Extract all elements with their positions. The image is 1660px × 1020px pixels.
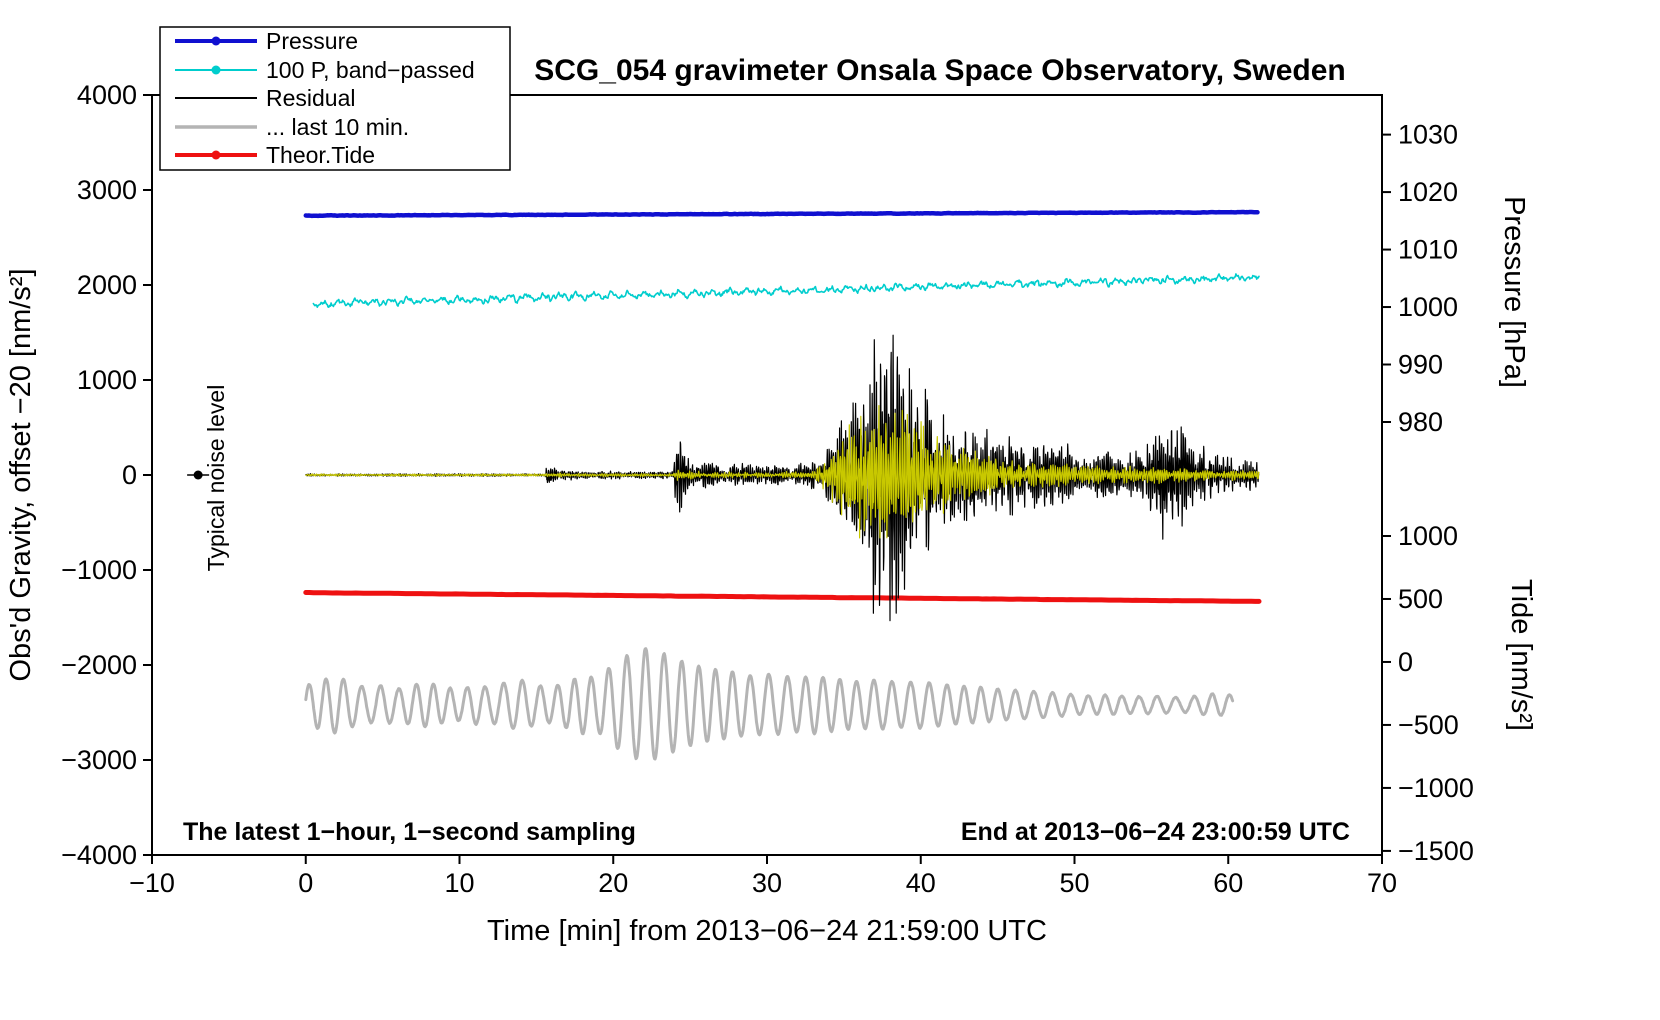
tide-axis-tick-label: −1000 [1398, 773, 1474, 803]
pressure-axis-tick-label: 1010 [1398, 235, 1458, 265]
x-axis-tick-label: 50 [1059, 868, 1089, 898]
pressure-axis-tick-label: 1030 [1398, 120, 1458, 150]
legend-item-label: ... last 10 min. [266, 114, 409, 140]
y-axis-tick-label: −4000 [61, 840, 137, 870]
x-axis-tick-label: 30 [752, 868, 782, 898]
y-axis-tick-label: 4000 [77, 80, 137, 110]
tide-axis-tick-label: 0 [1398, 647, 1413, 677]
y-axis-tick-label: −2000 [61, 650, 137, 680]
noise-dot [193, 470, 203, 480]
series-last10-line [304, 647, 1235, 761]
x-axis-tick-label: 10 [444, 868, 474, 898]
pressure-axis-tick-label: 1020 [1398, 177, 1458, 207]
tide-axis-tick-label: −1500 [1398, 836, 1474, 866]
typical-noise-marker [187, 470, 210, 480]
legend-item-label: Residual [266, 85, 356, 111]
series-pressure-line [303, 209, 1260, 219]
legend-item-100-p-band-passed: 100 P, band−passed [175, 57, 475, 83]
legend-item-residual: Residual [175, 85, 356, 111]
y-axis-label-gravity: Obs'd Gravity, offset −20 [nm/s²] [5, 268, 37, 681]
y-axis-tick-label: −1000 [61, 555, 137, 585]
series-residual_band-line [305, 405, 1260, 539]
pressure-axis-tick-label: 1000 [1398, 292, 1458, 322]
legend-item--last-10-min-: ... last 10 min. [175, 114, 409, 140]
legend-item-pressure: Pressure [175, 28, 358, 54]
x-axis-tick-label: −10 [129, 868, 175, 898]
legend-item-label: Theor.Tide [266, 142, 375, 168]
noise-level-label: Typical noise level [203, 385, 229, 572]
x-axis-tick-label: 20 [598, 868, 628, 898]
legend-sample-dot [211, 150, 221, 160]
x-axis-tick-label: 70 [1367, 868, 1397, 898]
y-axis-tick-label: 1000 [77, 365, 137, 395]
axes-group: −10 0 10 20 30 40 50 60 70−4000−3000−2000−100001… [61, 80, 1474, 898]
pressure-axis-tick-label: 980 [1398, 407, 1443, 437]
y-axis-label-pressure: Pressure [hPa] [1498, 196, 1530, 388]
x-axis-tick-label: 0 [298, 868, 313, 898]
chart-title: SCG_054 gravimeter Onsala Space Observat… [534, 54, 1346, 87]
y-axis-tick-label: 0 [122, 460, 137, 490]
series-theor_tide-line [303, 590, 1262, 604]
x-axis-tick-label: 60 [1213, 868, 1243, 898]
pressure-axis-tick-label: 990 [1398, 350, 1443, 380]
tide-axis-tick-label: 1000 [1398, 521, 1458, 551]
y-axis-tick-label: −3000 [61, 745, 137, 775]
x-axis-label: Time [min] from 2013−06−24 21:59:00 UTC [487, 915, 1047, 947]
legend-sample-dot [211, 65, 221, 75]
tide-axis-tick-label: −500 [1398, 710, 1459, 740]
legend-item-label: 100 P, band−passed [266, 57, 475, 83]
legend-item-theor-tide: Theor.Tide [175, 142, 375, 168]
series-group [303, 209, 1262, 761]
series-p_band-line [312, 273, 1260, 308]
legend-sample-dot [211, 36, 221, 46]
legend-item-label: Pressure [266, 28, 358, 54]
tide-axis-tick-label: 500 [1398, 584, 1443, 614]
x-axis-tick-label: 40 [906, 868, 936, 898]
end-time-note: End at 2013−06−24 23:00:59 UTC [961, 818, 1350, 846]
y-axis-tick-label: 3000 [77, 175, 137, 205]
y-axis-label-tide: Tide [nm/s²] [1505, 579, 1537, 731]
sampling-note: The latest 1−hour, 1−second sampling [183, 818, 636, 846]
y-axis-tick-label: 2000 [77, 270, 137, 300]
